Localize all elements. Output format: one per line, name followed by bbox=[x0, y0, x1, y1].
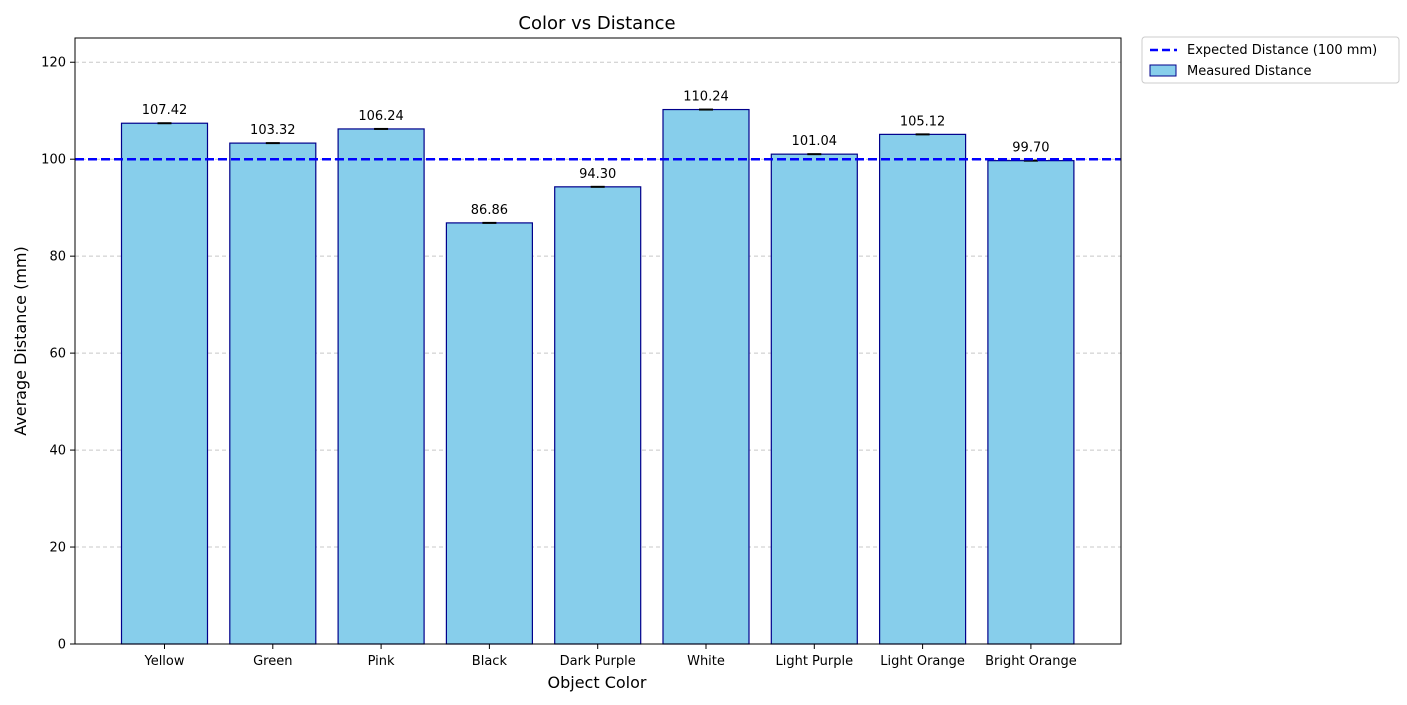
y-axis-title: Average Distance (mm) bbox=[11, 246, 30, 436]
y-tick-label: 20 bbox=[49, 541, 66, 556]
bar-value-label: 106.24 bbox=[358, 109, 404, 124]
x-tick-label: White bbox=[687, 654, 725, 669]
y-tick-label: 120 bbox=[41, 56, 66, 71]
bar bbox=[662, 108, 750, 645]
y-tick-label: 100 bbox=[41, 153, 66, 168]
y-tick-label: 40 bbox=[49, 444, 66, 459]
bar bbox=[878, 133, 967, 645]
bar bbox=[229, 142, 317, 645]
y-tick-label: 60 bbox=[49, 347, 66, 362]
bar bbox=[120, 122, 209, 645]
bar bbox=[987, 160, 1075, 645]
x-axis: Yellow Green Pink Black Dark Purple White Ligh… bbox=[143, 644, 1077, 669]
x-tick-label: Light Orange bbox=[880, 654, 965, 669]
legend: Expected Distance (100 mm) Measured Dist… bbox=[1141, 36, 1400, 84]
x-tick-label: Black bbox=[472, 654, 508, 669]
bars: 107.42 103.32 106.24 86.86 94.30 110.24 101.04… bbox=[120, 90, 1075, 645]
bar-value-label: 107.42 bbox=[142, 103, 188, 118]
bar-value-label: 105.12 bbox=[900, 114, 946, 129]
x-tick-label: Pink bbox=[368, 654, 395, 669]
bar-value-label: 110.24 bbox=[683, 90, 729, 105]
y-tick-label: 80 bbox=[49, 250, 66, 265]
legend-frame bbox=[1141, 36, 1400, 84]
legend-label-measured: Measured Distance bbox=[1187, 64, 1311, 79]
bar bbox=[337, 128, 425, 645]
bar-value-label: 94.30 bbox=[579, 167, 616, 182]
x-axis-title: Object Color bbox=[548, 673, 647, 692]
x-tick-label: Bright Orange bbox=[985, 654, 1077, 669]
y-tick-label: 0 bbox=[58, 638, 66, 653]
bar-value-label: 103.32 bbox=[250, 123, 296, 138]
y-axis: 0 20 40 60 80 100 120 bbox=[41, 56, 75, 653]
x-tick-label: Dark Purple bbox=[560, 654, 636, 669]
x-tick-label: Yellow bbox=[143, 654, 184, 669]
chart-title: Color vs Distance bbox=[518, 13, 675, 34]
legend-bar-swatch bbox=[1149, 64, 1177, 77]
bar-value-label: 99.70 bbox=[1012, 141, 1049, 156]
bar-value-label: 101.04 bbox=[792, 134, 838, 149]
bar-value-label: 86.86 bbox=[471, 203, 508, 218]
bar bbox=[554, 186, 642, 645]
bar bbox=[770, 153, 858, 645]
bar bbox=[445, 222, 533, 645]
x-tick-label: Light Purple bbox=[775, 654, 853, 669]
x-tick-label: Green bbox=[253, 654, 292, 669]
legend-label-expected: Expected Distance (100 mm) bbox=[1187, 43, 1377, 58]
